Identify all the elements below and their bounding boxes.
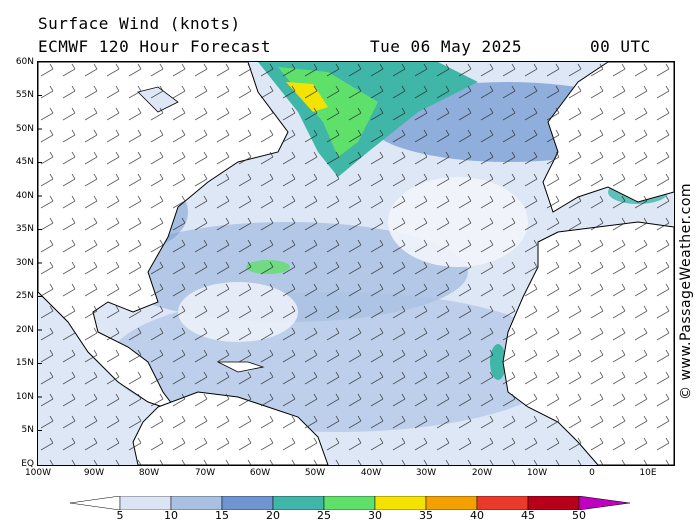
forecast-date: Tue 06 May 2025 — [370, 37, 522, 56]
legend-swatch — [221, 496, 274, 510]
lat-label: 55N — [15, 90, 34, 100]
lat-label: 10N — [15, 392, 34, 402]
lon-label: 50W — [304, 468, 326, 478]
legend-swatch — [272, 496, 325, 510]
legend-label: 40 — [470, 509, 484, 522]
lat-label: 5N — [21, 425, 34, 435]
legend-swatch — [425, 496, 478, 510]
wind-map[interactable] — [37, 61, 675, 466]
lat-label: 60N — [15, 57, 34, 67]
lon-label: 70W — [194, 468, 216, 478]
legend-label: 30 — [368, 509, 382, 522]
legend-swatch — [476, 496, 529, 510]
legend-label: 45 — [521, 509, 535, 522]
legend-label: 10 — [164, 509, 178, 522]
lat-label: 35N — [15, 224, 34, 234]
lon-label: 0 — [589, 468, 595, 478]
map-title: Surface Wind (knots) — [38, 14, 241, 33]
lat-label: 30N — [15, 258, 34, 268]
lat-label: 45N — [15, 157, 34, 167]
wind-speed-colorbar — [70, 496, 631, 510]
legend-swatch — [527, 496, 580, 510]
lon-label: 60W — [249, 468, 271, 478]
legend-label: 50 — [572, 509, 586, 522]
legend-label: 35 — [419, 509, 433, 522]
legend-swatch — [119, 496, 172, 510]
model-forecast-label: ECMWF 120 Hour Forecast — [38, 37, 272, 56]
legend-label: 20 — [266, 509, 280, 522]
lon-label: 100W — [24, 468, 52, 478]
lat-label: 25N — [15, 291, 34, 301]
legend-label: 5 — [116, 509, 124, 522]
wind-map-canvas — [38, 62, 674, 465]
lat-label: EQ — [21, 459, 34, 469]
legend-label: 15 — [215, 509, 229, 522]
graticule-ticks — [38, 95, 42, 431]
legend-swatch — [170, 496, 223, 510]
lat-label: 15N — [15, 358, 34, 368]
lon-label: 90W — [83, 468, 105, 478]
lon-label: 80W — [138, 468, 160, 478]
legend-label: 25 — [317, 509, 331, 522]
wind-barbs — [38, 62, 674, 465]
legend-swatch — [323, 496, 376, 510]
lon-label: 40W — [360, 468, 382, 478]
lon-label: 30W — [415, 468, 437, 478]
lat-label: 40N — [15, 191, 34, 201]
lon-label: 20W — [471, 468, 493, 478]
legend-swatch — [374, 496, 427, 510]
lon-label: 10E — [639, 468, 657, 478]
forecast-time: 00 UTC — [590, 37, 651, 56]
lat-label: 50N — [15, 124, 34, 134]
lat-label: 20N — [15, 325, 34, 335]
legend-swatch — [70, 496, 121, 510]
legend-swatch — [578, 496, 631, 510]
copyright-credit: © www.PassageWeather.com — [678, 182, 694, 400]
lon-label: 10W — [526, 468, 548, 478]
